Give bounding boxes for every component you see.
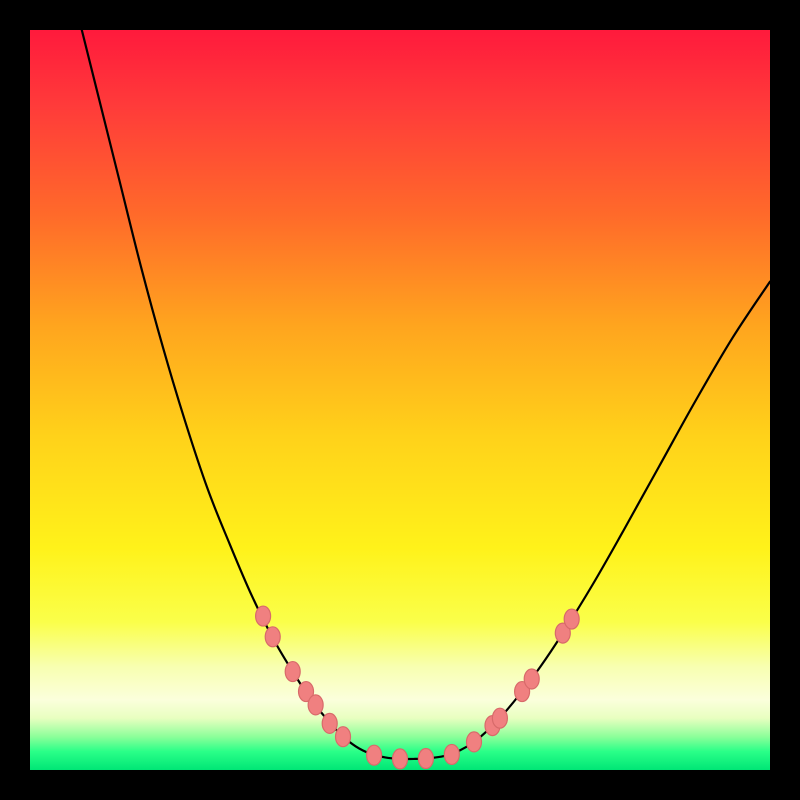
curve-marker: [467, 732, 482, 752]
curve-marker: [322, 713, 337, 733]
bottleneck-chart: [0, 0, 800, 800]
curve-marker: [256, 606, 271, 626]
plot-gradient-background: [30, 30, 770, 770]
curve-marker: [492, 708, 507, 728]
curve-marker: [367, 745, 382, 765]
curve-marker: [265, 627, 280, 647]
curve-marker: [285, 662, 300, 682]
curve-marker: [564, 609, 579, 629]
curve-marker: [308, 695, 323, 715]
curve-marker: [393, 749, 408, 769]
curve-marker: [444, 744, 459, 764]
curve-marker: [418, 749, 433, 769]
curve-marker: [524, 669, 539, 689]
curve-marker: [336, 727, 351, 747]
